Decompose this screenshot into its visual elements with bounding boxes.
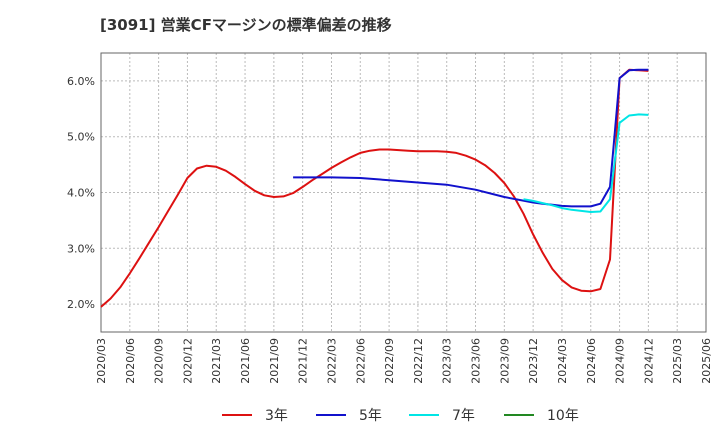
x-tick-label: 2020/12 bbox=[181, 338, 194, 384]
x-tick-label: 2024/12 bbox=[642, 338, 655, 384]
x-tick-label: 2020/03 bbox=[95, 338, 108, 384]
x-tick-label: 2021/12 bbox=[297, 338, 310, 384]
y-tick-label: 5.0% bbox=[67, 131, 95, 144]
legend-label-3年: 3年 bbox=[265, 408, 288, 424]
series-line-3年 bbox=[100, 68, 649, 308]
y-tick-label: 2.0% bbox=[67, 298, 95, 311]
x-tick-label: 2024/06 bbox=[585, 338, 598, 384]
series-line-7年 bbox=[523, 113, 649, 213]
x-tick-label: 2025/03 bbox=[671, 338, 684, 384]
x-tick-label: 2023/06 bbox=[470, 338, 483, 384]
x-tick-label: 2025/06 bbox=[700, 338, 713, 384]
x-tick-label: 2020/06 bbox=[124, 338, 137, 384]
x-tick-label: 2021/03 bbox=[210, 338, 223, 384]
x-tick-label: 2023/09 bbox=[498, 338, 511, 384]
plot-border bbox=[100, 52, 707, 333]
x-tick-label: 2020/09 bbox=[153, 338, 166, 384]
plot-area bbox=[101, 53, 706, 332]
legend-label-7年: 7年 bbox=[452, 408, 475, 424]
x-tick-label: 2022/09 bbox=[383, 338, 396, 384]
x-tick-label: 2024/03 bbox=[556, 338, 569, 384]
x-tick-label: 2022/12 bbox=[412, 338, 425, 384]
legend-label-10年: 10年 bbox=[547, 408, 579, 424]
legend-label-5年: 5年 bbox=[359, 408, 382, 424]
y-tick-label: 4.0% bbox=[67, 187, 95, 200]
x-tick-label: 2024/09 bbox=[614, 338, 627, 384]
y-tick-label: 3.0% bbox=[67, 242, 95, 255]
y-tick-label: 6.0% bbox=[67, 75, 95, 88]
x-tick-label: 2022/03 bbox=[325, 338, 338, 384]
x-tick-label: 2022/06 bbox=[354, 338, 367, 384]
x-tick-label: 2021/09 bbox=[268, 338, 281, 384]
x-tick-label: 2023/12 bbox=[527, 338, 540, 384]
chart-title: [3091] 営業CFマージンの標準偏差の推移 bbox=[100, 16, 392, 34]
x-tick-label: 2023/03 bbox=[441, 338, 454, 384]
x-tick-label: 2021/06 bbox=[239, 338, 252, 384]
